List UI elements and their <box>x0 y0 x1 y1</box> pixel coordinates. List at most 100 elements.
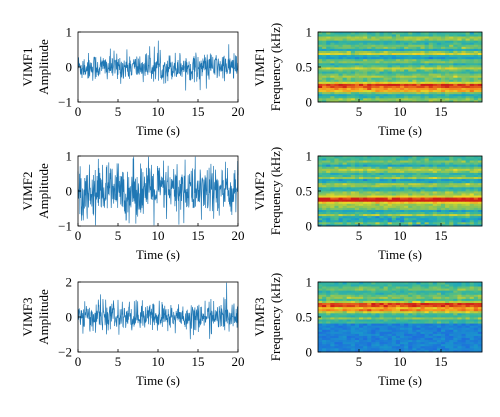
heatmap-cell <box>445 195 450 198</box>
heatmap-cell <box>404 62 409 66</box>
heatmap-cell <box>477 337 483 341</box>
heatmap-cell <box>445 182 450 186</box>
heatmap-cell <box>412 83 417 86</box>
heatmap-cell <box>363 300 368 303</box>
heatmap-cell <box>424 64 430 68</box>
heatmap-cell <box>338 50 343 53</box>
heatmap-cell <box>477 81 483 84</box>
heatmap-cell <box>428 95 434 99</box>
heatmap-cell <box>395 91 401 95</box>
heatmap-cell <box>408 219 413 223</box>
heatmap-cell <box>342 335 348 338</box>
heatmap-cell <box>465 197 471 200</box>
heatmap-cell <box>400 286 405 289</box>
heatmap-cell <box>383 304 389 308</box>
heatmap-cell <box>346 331 352 334</box>
heatmap-cell <box>375 195 380 198</box>
heatmap-cell <box>416 205 421 208</box>
heatmap-cell <box>346 343 352 347</box>
heatmap-cell <box>330 312 335 316</box>
heatmap-cell <box>400 162 405 165</box>
heatmap-cell <box>383 77 389 80</box>
heatmap-cell <box>441 213 446 217</box>
heatmap-cell <box>469 349 475 353</box>
heatmap-cell <box>387 99 393 103</box>
heatmap-cell <box>453 60 458 64</box>
heatmap-cell <box>400 170 405 173</box>
heatmap-cell <box>367 77 372 80</box>
heatmap-cell <box>395 46 401 49</box>
heatmap-cell <box>404 197 409 200</box>
heatmap-cell <box>469 87 475 91</box>
heatmap-cell <box>441 99 446 103</box>
heatmap-cell <box>326 284 331 287</box>
heatmap-cell <box>326 71 331 74</box>
heatmap-cell <box>326 77 331 80</box>
heatmap-cell <box>408 93 413 97</box>
heatmap-cell <box>424 46 430 49</box>
heatmap-cell <box>432 188 438 192</box>
heatmap-cell <box>342 347 348 351</box>
heatmap-cell <box>461 58 466 62</box>
heatmap-cell <box>428 156 434 159</box>
heatmap-cell <box>420 337 425 341</box>
heatmap-cell <box>334 87 339 91</box>
heatmap-cell <box>391 34 397 37</box>
heatmap-cell <box>338 95 343 99</box>
heatmap-cell <box>342 174 348 177</box>
heatmap-cell <box>342 199 348 202</box>
heatmap-cell <box>453 87 458 91</box>
heatmap-cell <box>449 38 454 41</box>
heatmap-cell <box>383 219 389 223</box>
heatmap-cell <box>457 60 462 64</box>
heatmap-cell <box>416 207 421 210</box>
heatmap-cell <box>354 321 360 324</box>
heatmap-cell <box>350 160 356 163</box>
heatmap-cell <box>420 286 425 289</box>
heatmap-cell <box>334 193 339 196</box>
heatmap-cell <box>453 325 458 328</box>
heatmap-cell <box>473 213 479 217</box>
heatmap-cell <box>383 32 389 35</box>
heatmap-cell <box>318 48 323 51</box>
heatmap-cell <box>461 339 466 343</box>
heatmap-cell <box>359 339 364 343</box>
heatmap-cell <box>432 99 438 103</box>
heatmap-cell <box>420 176 425 180</box>
heatmap-cell <box>363 40 368 43</box>
heatmap-cell <box>383 209 389 212</box>
heatmap-cell <box>412 99 417 103</box>
heatmap-cell <box>436 282 442 285</box>
heatmap-cell <box>449 205 454 208</box>
heatmap-cell <box>473 44 479 47</box>
heatmap-cell <box>363 223 368 227</box>
heatmap-cell <box>473 323 479 326</box>
heatmap-cell <box>428 343 434 347</box>
heatmap-cell <box>338 327 343 330</box>
x-tick-label: 5 <box>115 228 122 243</box>
heatmap-cell <box>395 302 401 306</box>
heatmap-cell <box>322 184 327 188</box>
heatmap-cell <box>416 77 421 80</box>
heatmap-cell <box>318 46 323 49</box>
heatmap-cell <box>461 176 466 180</box>
heatmap-cell <box>350 209 356 212</box>
heatmap-cell <box>477 343 483 347</box>
heatmap-cell <box>416 46 421 49</box>
heatmap-cell <box>387 85 393 88</box>
heatmap-cell <box>469 34 475 37</box>
heatmap-cell <box>432 184 438 188</box>
heatmap-cell <box>436 329 442 332</box>
heatmap-cell <box>354 99 360 103</box>
heatmap-cell <box>445 327 450 330</box>
heatmap-cell <box>350 302 356 306</box>
heatmap-cell <box>395 349 401 353</box>
heatmap-cell <box>346 89 352 93</box>
heatmap-cell <box>363 158 368 161</box>
heatmap-cell <box>441 209 446 212</box>
heatmap-cell <box>379 211 384 215</box>
heatmap-cell <box>395 296 401 299</box>
heatmap-cell <box>350 201 356 204</box>
heatmap-cell <box>342 343 348 347</box>
heatmap-cell <box>338 188 343 192</box>
